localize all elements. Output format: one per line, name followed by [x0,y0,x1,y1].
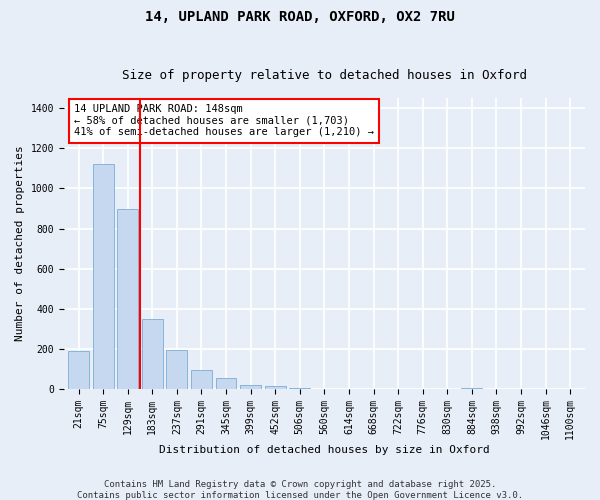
Bar [92,164,113,388]
X-axis label: Distribution of detached houses by size in Oxford: Distribution of detached houses by size … [159,445,490,455]
Bar [117,208,138,388]
Bar [191,370,212,388]
Bar [265,386,286,388]
Text: 14, UPLAND PARK ROAD, OXFORD, OX2 7RU: 14, UPLAND PARK ROAD, OXFORD, OX2 7RU [145,10,455,24]
Title: Size of property relative to detached houses in Oxford: Size of property relative to detached ho… [122,69,527,82]
Bar [240,384,261,388]
Bar [215,378,236,388]
Bar [68,350,89,389]
Bar [166,350,187,389]
Bar [142,318,163,388]
Text: Contains HM Land Registry data © Crown copyright and database right 2025.
Contai: Contains HM Land Registry data © Crown c… [77,480,523,500]
Y-axis label: Number of detached properties: Number of detached properties [15,146,25,342]
Text: 14 UPLAND PARK ROAD: 148sqm
← 58% of detached houses are smaller (1,703)
41% of : 14 UPLAND PARK ROAD: 148sqm ← 58% of det… [74,104,374,138]
